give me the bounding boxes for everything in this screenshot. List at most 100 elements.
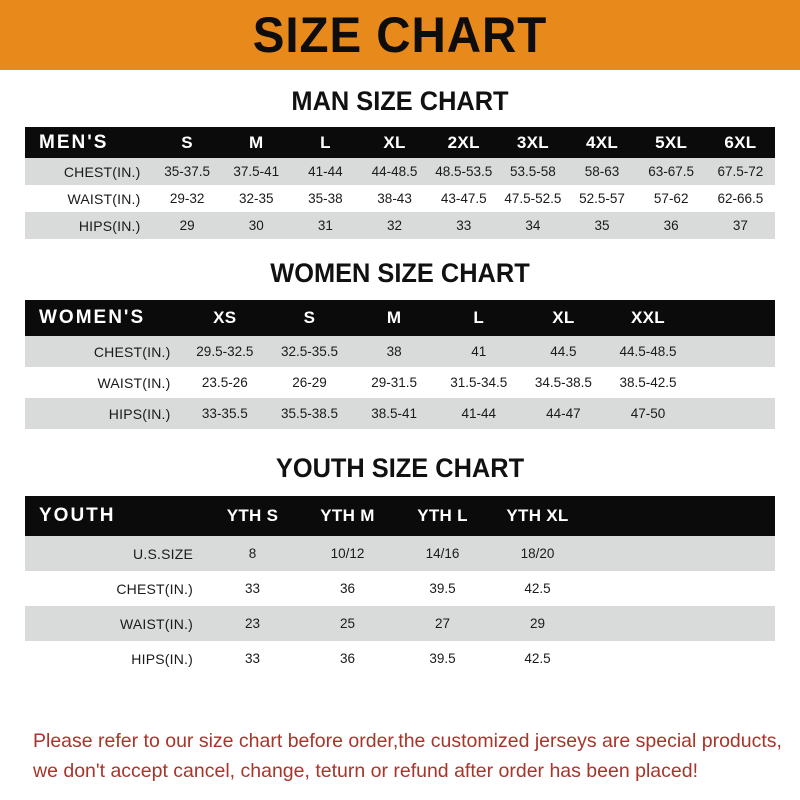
youth-measurement-cell: 25 (339, 616, 356, 631)
women-table-body: CHEST(IN.) 29.5-32.5 32.5-35.5 38 41 44.5 44.5… (25, 336, 775, 429)
youth-measurement-cell: 18/20 (520, 546, 555, 561)
youth-measurement-cell: 29 (529, 616, 546, 631)
men-column-header-4xl: 4XL (585, 132, 619, 152)
men-section-title: MAN SIZE CHART (291, 86, 509, 116)
men-measurement-cell: 63-67.5 (648, 164, 695, 179)
women-column-header-xxl: XXL (631, 308, 665, 327)
table-row: CHEST(IN.) 33 36 39.5 42.5 (25, 571, 775, 606)
women-measurement-cell: 38 (386, 344, 402, 359)
page-banner: SIZE CHART (0, 0, 800, 70)
men-table-head: MEN'S S M L XL 2XL 3XL 4XL 5XL 6XL (25, 127, 775, 158)
women-measurement-cell: 41-44 (461, 406, 496, 421)
men-measurement-cell: 34 (525, 218, 541, 233)
youth-column-header-yth-m: YTH M (320, 506, 375, 525)
youth-measurement-cell: 23 (244, 616, 261, 631)
youth-column-header-spacer (585, 496, 680, 536)
women-corner-label: WOMEN'S (39, 307, 146, 328)
women-measurement-cell: 38.5-42.5 (619, 375, 677, 390)
women-header-row: WOMEN'S XS S M L XL XXL (25, 300, 775, 336)
table-row: U.S.SIZE 8 10/12 14/16 18/20 (25, 536, 775, 571)
youth-measurement-cell: 33 (244, 581, 261, 596)
men-column-header-l: L (320, 132, 331, 152)
youth-corner-label: YOUTH (39, 505, 116, 526)
men-measurement-cell: 53.5-58 (509, 164, 556, 179)
women-row-label: CHEST(IN.) (93, 343, 171, 360)
men-row-label: HIPS(IN.) (78, 217, 141, 234)
men-measurement-cell: 67.5-72 (717, 164, 764, 179)
men-measurement-cell: 32-35 (238, 191, 274, 206)
youth-measurement-spacer (585, 536, 680, 571)
youth-table-body: U.S.SIZE 8 10/12 14/16 18/20 CHEST(IN.) 33 36 3… (25, 536, 775, 676)
men-measurement-cell: 37 (732, 218, 748, 233)
men-measurement-cell: 30 (248, 218, 264, 233)
women-measurement-cell: 34.5-38.5 (534, 375, 592, 390)
men-measurement-cell: 35-38 (308, 191, 343, 206)
youth-measurement-spacer (680, 571, 775, 606)
youth-measurement-cell: 33 (244, 651, 261, 666)
men-column-header-s: S (181, 132, 193, 152)
youth-measurement-cell: 39.5 (429, 581, 456, 596)
women-measurement-cell: 47-50 (630, 406, 666, 421)
men-measurement-cell: 36 (663, 218, 679, 233)
women-measurement-cell: 41 (471, 344, 487, 359)
youth-measurement-cell: 39.5 (429, 651, 456, 666)
men-measurement-cell: 41-44 (308, 164, 343, 179)
men-measurement-cell: 29 (179, 218, 195, 233)
women-measurement-cell: 44.5-48.5 (619, 344, 677, 359)
youth-size-table: YOUTH YTH S YTH M YTH L YTH XL U.S.SIZE 8 10/… (25, 496, 775, 676)
men-measurement-cell: 62-66.5 (717, 191, 764, 206)
women-column-header-s: S (303, 308, 316, 327)
charts-content: MAN SIZE CHART MEN'S S M L XL 2XL 3XL 4XL 5XL 6X… (0, 70, 800, 800)
men-row-label: WAIST(IN.) (67, 190, 141, 207)
men-column-header-2xl: 2XL (447, 132, 480, 152)
men-table-body: CHEST(IN.) 35-37.5 37.5-41 41-44 44-48.5 48.5… (25, 158, 775, 239)
men-measurement-cell: 57-62 (653, 191, 689, 206)
youth-measurement-spacer (680, 606, 775, 641)
men-measurement-cell: 37.5-41 (233, 164, 280, 179)
youth-row-label: HIPS(IN.) (131, 650, 193, 667)
women-column-header-spacer (690, 300, 775, 336)
men-measurement-cell: 29-32 (169, 191, 205, 206)
youth-measurement-cell: 42.5 (524, 581, 551, 596)
youth-measurement-spacer (585, 571, 680, 606)
men-measurement-cell: 33 (456, 218, 472, 233)
table-row: WAIST(IN.) 23.5-26 26-29 29-31.5 31.5-34.5 34… (25, 367, 775, 398)
men-row-label: CHEST(IN.) (63, 163, 141, 180)
men-measurement-cell: 47.5-52.5 (504, 191, 562, 206)
youth-column-header-yth-xl: YTH XL (506, 506, 569, 525)
women-table-head: WOMEN'S XS S M L XL XXL (25, 300, 775, 336)
men-measurement-cell: 35-37.5 (164, 164, 210, 179)
table-row: HIPS(IN.) 33-35.5 35.5-38.5 38.5-41 41-44 44-… (25, 398, 775, 429)
women-measurement-cell: 44.5 (550, 344, 577, 359)
youth-column-header-yth-l: YTH L (417, 506, 468, 525)
women-column-header-l: L (473, 308, 485, 327)
men-measurement-cell: 58-63 (584, 164, 620, 179)
youth-measurement-cell: 36 (339, 651, 356, 666)
table-row: WAIST(IN.) 29-32 32-35 35-38 38-43 43-47.5 47.… (25, 185, 775, 212)
men-measurement-cell: 31 (317, 218, 333, 233)
table-row: HIPS(IN.) 29 30 31 32 33 34 35 36 37 (25, 212, 775, 239)
men-corner-label: MEN'S (39, 131, 109, 153)
men-measurement-cell: 44-48.5 (371, 164, 418, 179)
women-measurement-spacer (690, 336, 775, 367)
table-row: WAIST(IN.) 23 25 27 29 (25, 606, 775, 641)
women-measurement-spacer (690, 398, 775, 429)
table-row: CHEST(IN.) 29.5-32.5 32.5-35.5 38 41 44.5 44.5… (25, 336, 775, 367)
men-column-header-6xl: 6XL (724, 132, 757, 152)
men-header-row: MEN'S S M L XL 2XL 3XL 4XL 5XL 6XL (25, 127, 775, 158)
women-measurement-cell: 38.5-41 (371, 406, 417, 421)
youth-measurement-cell: 42.5 (524, 651, 551, 666)
women-measurement-cell: 29-31.5 (371, 375, 417, 390)
women-measurement-cell: 23.5-26 (201, 375, 248, 390)
youth-measurement-spacer (680, 536, 775, 571)
women-section-title: WOMEN SIZE CHART (270, 258, 530, 288)
men-column-header-xl: XL (383, 132, 406, 152)
women-measurement-cell: 31.5-34.5 (450, 375, 508, 390)
youth-measurement-spacer (585, 606, 680, 641)
youth-row-label: WAIST(IN.) (119, 615, 193, 632)
men-column-header-m: M (249, 132, 264, 152)
women-column-header-m: M (386, 308, 402, 327)
men-measurement-cell: 43-47.5 (440, 191, 487, 206)
youth-measurement-cell: 10/12 (330, 546, 365, 561)
women-row-label: WAIST(IN.) (97, 374, 171, 391)
